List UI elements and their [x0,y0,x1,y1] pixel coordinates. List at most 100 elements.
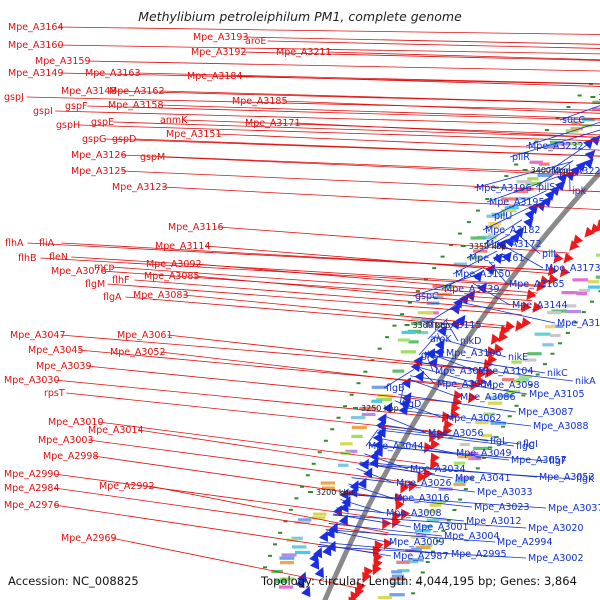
gene-label: Mpe_A3193 [193,32,249,43]
feature-marker [463,488,468,491]
label-connectors [26,26,600,590]
cog-feature-block [542,343,554,347]
forward-gene-arrow [450,409,460,421]
label-connector [110,266,536,297]
gene-label: Mpe_A3184 [187,71,243,82]
cog-feature-block [501,209,517,213]
cog-feature-block [592,100,600,104]
label-connector [509,129,600,158]
gene-label: Mpe_A3057 [511,455,567,466]
gene-label: Mpe_A3139 [444,284,500,295]
cog-feature-block [551,324,564,328]
label-connector [66,392,444,433]
cog-feature-block [475,421,489,425]
label-connector [58,72,600,85]
forward-gene-arrow [372,564,382,576]
gene-label: Mpe_A3123 [112,182,168,193]
genome-summary: Topology: circular; Length: 4,044,195 bp… [261,574,577,588]
gene-label: Mpe_A3010 [48,417,104,428]
cog-feature-block [340,451,351,455]
reverse-gene-arrow [501,251,512,263]
gene-label: gspG [82,134,106,145]
kbp-tick-label: 3400 kbp [531,166,569,175]
feature-marker [425,561,430,564]
label-connector [377,429,515,447]
reverse-gene-arrow [509,232,521,244]
gene-label: Mpe_A3165 [509,279,565,290]
feature-marker [501,425,506,428]
reverse-gene-arrow [382,402,393,414]
cog-feature-block [313,512,327,516]
reverse-gene-arrow [450,303,461,315]
feature-marker [330,428,335,431]
cog-feature-block [400,350,416,354]
cog-feature-block [371,399,383,403]
reverse-gene-arrow [437,325,447,337]
forward-gene-arrow [490,333,501,345]
gene-label: flhF [112,275,129,286]
cog-feature-block [457,455,472,459]
cog-feature-block [529,160,543,164]
gene-label: Mpe_A2992 [99,481,155,492]
label-connector [383,369,415,389]
label-connector [368,445,548,462]
feature-marker [577,94,582,97]
cog-feature-block [518,187,534,191]
reverse-gene-arrow [372,431,383,443]
cog-feature-block [440,285,454,289]
forward-gene-arrow [515,320,526,332]
cog-feature-block [392,369,405,373]
feature-marker [558,342,563,345]
gene-label: pilL [542,249,559,260]
gene-label: Mpe_A2994 [497,537,553,548]
reverse-gene-arrow [332,504,342,517]
feature-marker [514,163,519,166]
feature-marker [415,581,420,584]
gene-label: Mpe_A3211 [276,47,332,58]
cog-feature-block [422,524,433,528]
feature-marker [475,467,480,470]
reverse-gene-arrow [375,419,386,431]
cog-feature-block [339,442,353,446]
cog-feature-block [525,181,542,186]
cog-feature-block [570,127,584,131]
gene-label: pilU [494,211,512,222]
label-connector [501,244,544,269]
cog-feature-block [486,214,502,218]
gene-label: Mpe_A2998 [43,451,99,462]
label-connector [88,439,415,484]
cog-feature-block [429,503,442,507]
cog-feature-block [415,545,431,550]
gene-label: flgB [386,383,405,394]
feature-marker [494,436,499,439]
cog-feature-block [550,333,561,338]
cog-feature-block [401,330,416,335]
feature-marker [317,451,322,454]
label-connector [351,477,476,493]
reverse-gene-arrow [297,571,307,583]
gene-label: flhB [18,253,37,264]
cog-feature-block [595,253,600,257]
gene-label: Mpe_A3049 [456,448,512,459]
cog-feature-block [571,121,582,125]
feature-marker [566,106,571,109]
forward-gene-arrow [350,591,360,600]
label-connector [54,379,452,419]
feature-marker [370,359,375,362]
gene-label: flgF [549,456,566,467]
reverse-gene-arrow [549,185,561,197]
cog-feature-block [468,456,482,461]
label-connector [418,334,437,356]
feature-marker [267,554,272,557]
cog-feature-block [389,593,405,597]
cog-feature-block [438,487,453,491]
cog-feature-block [565,304,577,308]
feature-marker [411,592,416,595]
label-connector [26,96,600,111]
cog-feature-block [481,433,493,438]
cog-feature-block [411,547,422,551]
gene-label: Mpe_A3164 [8,22,64,33]
gene-label: Mpe_A3098 [484,380,540,391]
